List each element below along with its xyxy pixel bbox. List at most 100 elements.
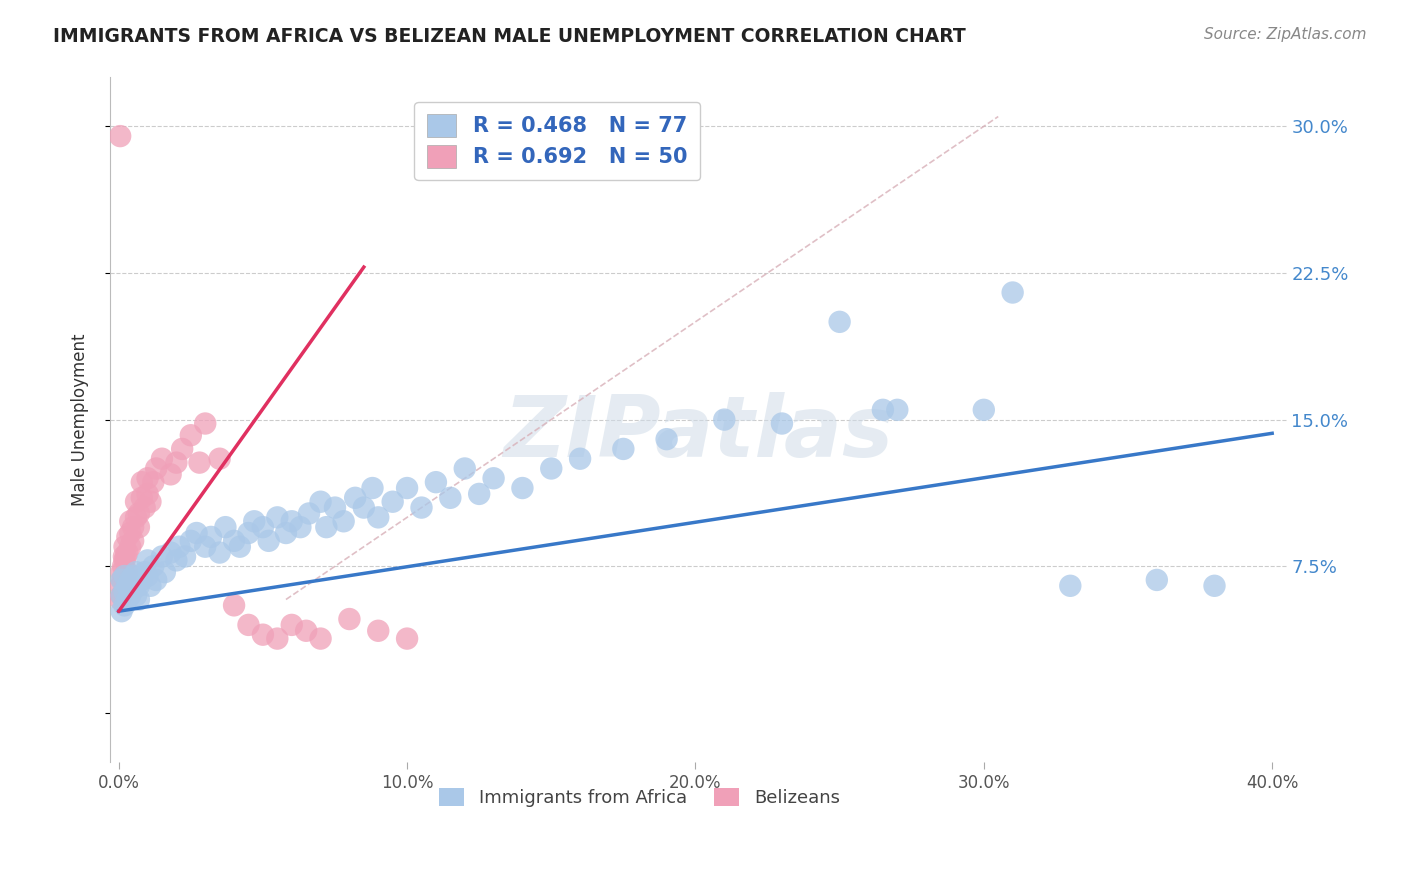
Y-axis label: Male Unemployment: Male Unemployment [72, 334, 89, 506]
Point [120, 540, 142, 554]
Point [353, 500, 375, 515]
Point [112, 549, 135, 564]
Point [117, 530, 139, 544]
Point [136, 553, 159, 567]
Point [655, 432, 678, 446]
Point [110, 589, 132, 603]
Point [117, 565, 139, 579]
Point [180, 428, 202, 442]
Point [315, 520, 337, 534]
Point [120, 526, 142, 541]
Point [180, 533, 202, 548]
Point [872, 402, 894, 417]
Point [454, 461, 477, 475]
Point [139, 579, 162, 593]
Point [257, 533, 280, 548]
Point [117, 592, 139, 607]
Point [361, 481, 384, 495]
Point [381, 494, 404, 508]
Point [111, 573, 134, 587]
Point [512, 481, 534, 495]
Point [266, 510, 288, 524]
Point [142, 559, 165, 574]
Point [125, 565, 148, 579]
Point [208, 451, 231, 466]
Point [134, 500, 156, 515]
Point [120, 514, 142, 528]
Point [266, 632, 288, 646]
Point [159, 545, 181, 559]
Point [396, 481, 419, 495]
Point [131, 491, 153, 505]
Point [713, 412, 735, 426]
Point [108, 592, 131, 607]
Point [125, 494, 148, 508]
Point [122, 582, 145, 597]
Point [1001, 285, 1024, 300]
Point [174, 549, 197, 564]
Point [128, 507, 150, 521]
Point [131, 573, 153, 587]
Point [150, 549, 173, 564]
Point [439, 491, 461, 505]
Point [136, 569, 159, 583]
Point [122, 533, 145, 548]
Point [139, 494, 162, 508]
Point [274, 526, 297, 541]
Point [339, 612, 361, 626]
Point [120, 589, 142, 603]
Point [186, 526, 208, 541]
Point [110, 573, 132, 587]
Point [1146, 573, 1168, 587]
Point [200, 530, 222, 544]
Point [214, 520, 236, 534]
Point [229, 540, 252, 554]
Point [136, 471, 159, 485]
Point [222, 599, 245, 613]
Point [252, 520, 274, 534]
Point [208, 545, 231, 559]
Point [194, 540, 217, 554]
Text: ZIPatlas: ZIPatlas [503, 392, 893, 475]
Point [110, 565, 132, 579]
Text: Source: ZipAtlas.com: Source: ZipAtlas.com [1204, 27, 1367, 42]
Point [150, 451, 173, 466]
Point [159, 467, 181, 482]
Point [142, 475, 165, 490]
Point [114, 540, 136, 554]
Point [117, 579, 139, 593]
Point [153, 565, 176, 579]
Point [367, 510, 389, 524]
Point [1059, 579, 1081, 593]
Point [290, 520, 312, 534]
Point [108, 129, 131, 144]
Point [252, 628, 274, 642]
Point [323, 500, 346, 515]
Legend: Immigrants from Africa, Belizeans: Immigrants from Africa, Belizeans [432, 780, 846, 814]
Point [309, 494, 332, 508]
Point [770, 417, 793, 431]
Point [117, 545, 139, 559]
Point [1204, 579, 1226, 593]
Point [125, 510, 148, 524]
Point [122, 520, 145, 534]
Point [411, 500, 433, 515]
Point [134, 565, 156, 579]
Point [112, 559, 135, 574]
Point [612, 442, 634, 456]
Point [169, 540, 191, 554]
Point [367, 624, 389, 638]
Point [110, 579, 132, 593]
Point [295, 624, 318, 638]
Point [238, 618, 260, 632]
Point [110, 604, 132, 618]
Point [145, 461, 167, 475]
Point [243, 514, 266, 528]
Point [165, 553, 187, 567]
Point [125, 589, 148, 603]
Point [425, 475, 447, 490]
Point [172, 442, 194, 456]
Point [280, 618, 302, 632]
Point [188, 456, 211, 470]
Point [165, 456, 187, 470]
